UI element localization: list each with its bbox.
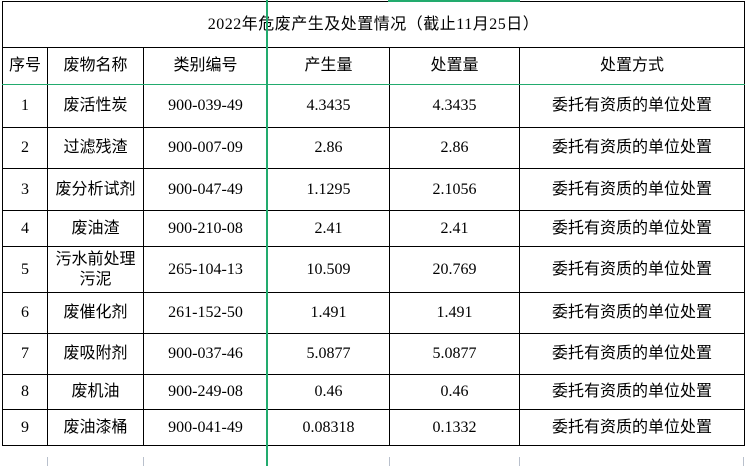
cell-name: 废机油 <box>47 374 144 410</box>
cell-name: 污水前处理污泥 <box>47 246 144 293</box>
cell-name: 废催化剂 <box>47 292 144 334</box>
cell-produced: 10.509 <box>267 246 390 293</box>
col-header-code: 类别编号 <box>143 47 268 85</box>
cell-code: 900-007-09 <box>143 127 268 169</box>
col-header-name: 废物名称 <box>47 47 144 85</box>
cell-code: 261-152-50 <box>143 292 268 334</box>
cell-produced: 2.41 <box>267 210 390 247</box>
cell-serial: 5 <box>2 246 48 293</box>
cell-method: 委托有资质的单位处置 <box>518 168 746 211</box>
cell-name: 废油漆桶 <box>47 409 144 446</box>
cell-disposed: 2.41 <box>389 210 520 247</box>
cell-method: 委托有资质的单位处置 <box>518 409 746 446</box>
cell-produced: 5.0877 <box>267 333 390 375</box>
col-header-produced: 产生量 <box>267 47 390 85</box>
cell-produced: 2.86 <box>267 127 390 169</box>
col-header-disposed: 处置量 <box>389 47 520 85</box>
cell-serial: 8 <box>2 374 48 410</box>
cell-disposed: 5.0877 <box>389 333 520 375</box>
col-header-method: 处置方式 <box>518 47 746 85</box>
table-title: 2022年危废产生及处置情况（截止11月25日） <box>1 1 746 48</box>
cell-name: 废分析试剂 <box>47 168 144 211</box>
cell-method: 委托有资质的单位处置 <box>518 333 746 375</box>
cell-method: 委托有资质的单位处置 <box>518 127 746 169</box>
gridline-green-top-segment <box>388 0 520 2</box>
cell-serial: 4 <box>2 210 48 247</box>
cell-code: 900-047-49 <box>143 168 268 211</box>
gridline-green-vertical <box>266 0 268 466</box>
col-header-serial: 序号 <box>2 47 48 85</box>
cell-produced: 0.08318 <box>267 409 390 446</box>
table-row: 4 废油渣 900-210-08 2.41 2.41 委托有资质的单位处置 <box>2 210 746 247</box>
table-row: 3 废分析试剂 900-047-49 1.1295 2.1056 委托有资质的单… <box>2 168 746 211</box>
table-row: 8 废机油 900-249-08 0.46 0.46 委托有资质的单位处置 <box>2 374 746 410</box>
cell-method: 委托有资质的单位处置 <box>518 246 746 293</box>
table-row: 6 废催化剂 261-152-50 1.491 1.491 委托有资质的单位处置 <box>2 292 746 334</box>
cell-method: 委托有资质的单位处置 <box>518 292 746 334</box>
cell-serial: 6 <box>2 292 48 334</box>
cell-code: 900-210-08 <box>143 210 268 247</box>
cell-method: 委托有资质的单位处置 <box>518 374 746 410</box>
cell-serial: 2 <box>2 127 48 169</box>
table-row: 1 废活性炭 900-039-49 4.3435 4.3435 委托有资质的单位… <box>2 84 746 128</box>
cell-disposed: 4.3435 <box>389 84 520 128</box>
cell-disposed: 2.86 <box>389 127 520 169</box>
table-row: 2 过滤残渣 900-007-09 2.86 2.86 委托有资质的单位处置 <box>2 127 746 169</box>
table-row: 7 废吸附剂 900-037-46 5.0877 5.0877 委托有资质的单位… <box>2 333 746 375</box>
cell-name: 废吸附剂 <box>47 333 144 375</box>
gridline-stub <box>143 457 144 466</box>
cell-name: 过滤残渣 <box>47 127 144 169</box>
cell-code: 265-104-13 <box>143 246 268 293</box>
cell-serial: 9 <box>2 409 48 446</box>
cell-method: 委托有资质的单位处置 <box>518 210 746 247</box>
cell-disposed: 20.769 <box>389 246 520 293</box>
gridline-stub <box>389 457 390 466</box>
cell-code: 900-039-49 <box>143 84 268 128</box>
cell-name: 废活性炭 <box>47 84 144 128</box>
cell-serial: 1 <box>2 84 48 128</box>
cell-code: 900-249-08 <box>143 374 268 410</box>
cell-disposed: 0.1332 <box>389 409 520 446</box>
gridline-stub <box>47 457 48 466</box>
cell-disposed: 0.46 <box>389 374 520 410</box>
gridline-stub <box>743 457 744 466</box>
cell-disposed: 2.1056 <box>389 168 520 211</box>
cell-code: 900-041-49 <box>143 409 268 446</box>
table-row: 9 废油漆桶 900-041-49 0.08318 0.1332 委托有资质的单… <box>2 409 746 446</box>
cell-serial: 7 <box>2 333 48 375</box>
cell-code: 900-037-46 <box>143 333 268 375</box>
cell-produced: 0.46 <box>267 374 390 410</box>
cell-produced: 1.491 <box>267 292 390 334</box>
cell-method: 委托有资质的单位处置 <box>518 84 746 128</box>
cell-name: 废油渣 <box>47 210 144 247</box>
gridline-stub <box>519 457 520 466</box>
table-row: 5 污水前处理污泥 265-104-13 10.509 20.769 委托有资质… <box>2 246 746 293</box>
cell-disposed: 1.491 <box>389 292 520 334</box>
cell-produced: 4.3435 <box>267 84 390 128</box>
hazardous-waste-table: 2022年危废产生及处置情况（截止11月25日） 序号 废物名称 类别编号 产生… <box>1 1 746 446</box>
cell-produced: 1.1295 <box>267 168 390 211</box>
cell-serial: 3 <box>2 168 48 211</box>
